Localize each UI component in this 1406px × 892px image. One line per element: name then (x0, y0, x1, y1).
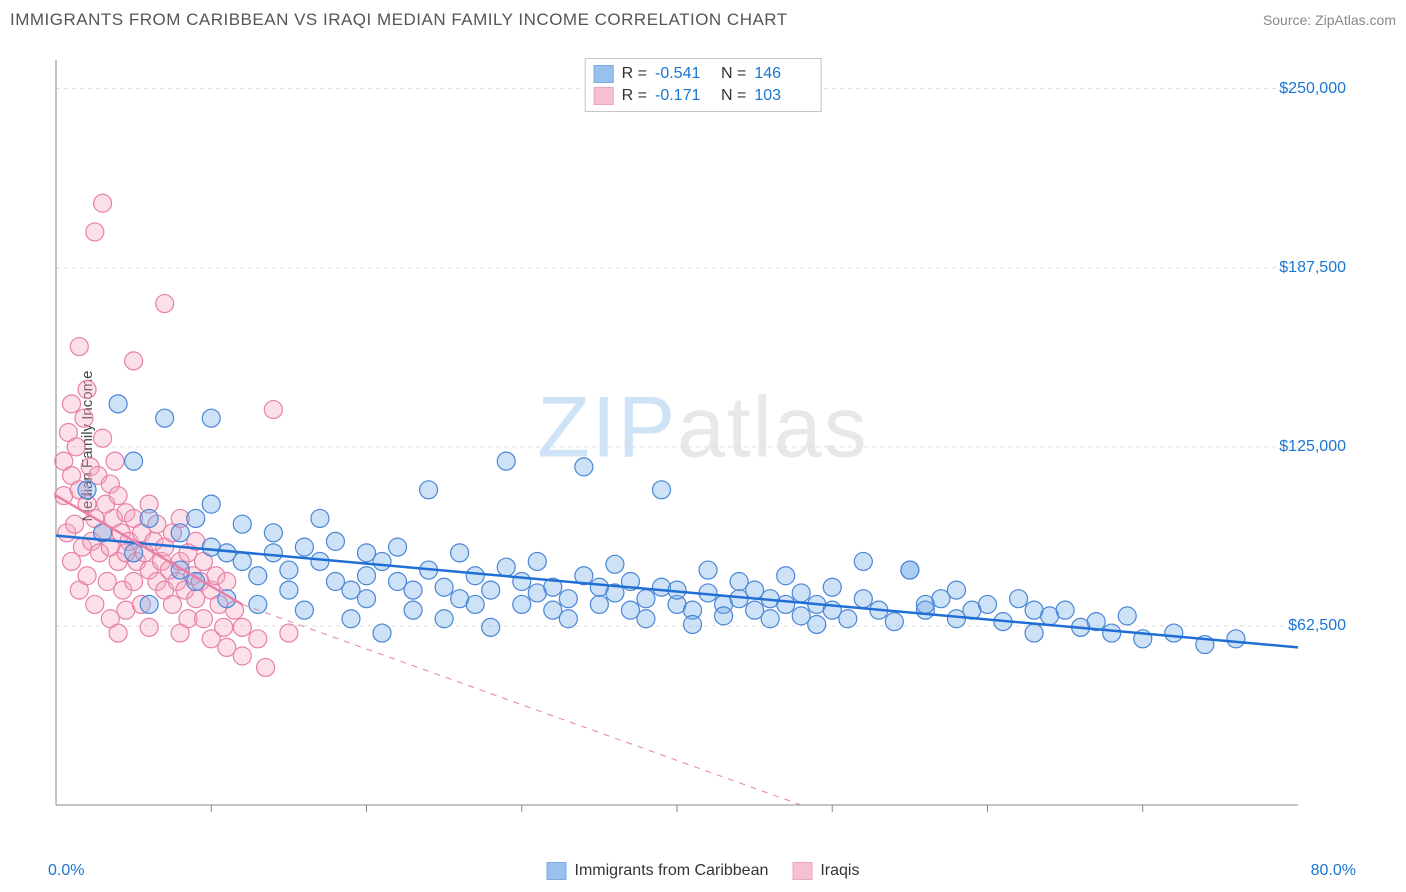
y-tick: $125,000 (1279, 438, 1346, 456)
n-value-caribbean: 146 (754, 65, 812, 83)
chart-container: IMMIGRANTS FROM CARIBBEAN VS IRAQI MEDIA… (0, 0, 1406, 892)
swatch-caribbean (594, 65, 614, 83)
chart-title: IMMIGRANTS FROM CARIBBEAN VS IRAQI MEDIA… (10, 10, 788, 30)
stat-row-caribbean: R = -0.541 N = 146 (594, 63, 813, 85)
x-axis-min: 0.0% (48, 862, 84, 880)
scatter-chart (48, 55, 1348, 825)
y-tick: $250,000 (1279, 80, 1346, 98)
r-value-iraqis: -0.171 (655, 87, 713, 105)
swatch-iraqis (594, 87, 614, 105)
r-label: R = (622, 65, 647, 83)
stat-row-iraqis: R = -0.171 N = 103 (594, 85, 813, 107)
n-value-iraqis: 103 (754, 87, 812, 105)
legend-label-iraqis: Iraqis (820, 862, 859, 880)
y-tick: $187,500 (1279, 259, 1346, 277)
swatch-caribbean (547, 862, 567, 880)
r-label: R = (622, 87, 647, 105)
stat-legend: R = -0.541 N = 146 R = -0.171 N = 103 (585, 58, 822, 112)
n-label: N = (721, 65, 746, 83)
source-label: Source: ZipAtlas.com (1263, 12, 1396, 28)
legend-label-caribbean: Immigrants from Caribbean (575, 862, 769, 880)
header: IMMIGRANTS FROM CARIBBEAN VS IRAQI MEDIA… (10, 10, 1396, 30)
x-axis-max: 80.0% (1311, 862, 1356, 880)
n-label: N = (721, 87, 746, 105)
y-tick: $62,500 (1288, 617, 1346, 635)
swatch-iraqis (792, 862, 812, 880)
r-value-caribbean: -0.541 (655, 65, 713, 83)
series-legend: Immigrants from Caribbean Iraqis (547, 862, 860, 880)
legend-item-caribbean: Immigrants from Caribbean (547, 862, 769, 880)
legend-item-iraqis: Iraqis (792, 862, 859, 880)
